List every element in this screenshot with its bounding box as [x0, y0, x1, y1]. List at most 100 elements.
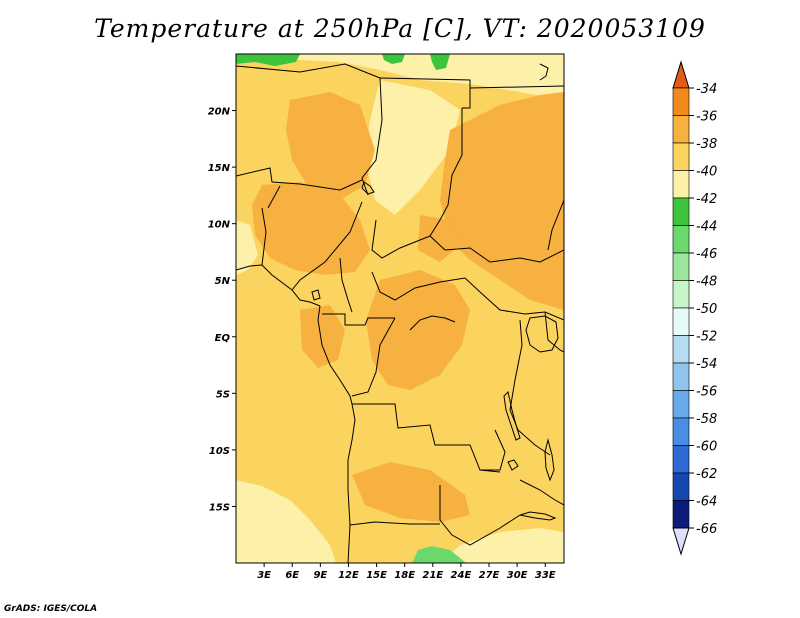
field-fill-neg38-neg36-chad	[286, 92, 375, 200]
lon-tick-label: 21E	[422, 570, 443, 581]
colorbar-swatch	[672, 252, 690, 281]
field-fill-neg42-neg40-westcoast	[236, 220, 258, 275]
lon-tick-label: 18E	[394, 570, 415, 581]
colorbar-label: -46	[696, 247, 717, 262]
colorbar-label: -34	[696, 82, 717, 97]
border-east-lakes	[509, 319, 551, 456]
field-fill-neg44-neg42-ne	[430, 54, 450, 70]
colorbar-swatch	[672, 307, 690, 336]
longitude-axis: 3E 6E 9E 12E 15E 18E 21E 24E 27E 30E 33E	[257, 563, 556, 581]
colorbar-label: -62	[696, 467, 717, 482]
colorbar-swatch	[672, 362, 690, 391]
border-nigeria-niger	[267, 185, 281, 209]
colorbar-swatch	[672, 197, 690, 226]
lat-tick-label: 5N	[215, 276, 231, 287]
coastline-gabon-angola	[317, 305, 356, 563]
border-niger-chad	[361, 77, 383, 196]
colorbar-label: -66	[696, 522, 717, 537]
lat-tick-label: 10N	[208, 220, 231, 231]
colorbar-label: -54	[696, 357, 717, 372]
colorbar-label: -58	[696, 412, 717, 427]
colorbar-label: -40	[696, 165, 717, 180]
grads-credit: GrADS: IGES/COLA	[4, 604, 98, 614]
coastline-congo-river	[409, 315, 456, 331]
field-fill-neg44-neg42-n	[382, 54, 405, 64]
lat-tick-label: 20N	[208, 107, 231, 118]
coastline-west-africa	[236, 264, 321, 307]
colorbar-swatch	[672, 472, 690, 501]
lat-tick-label: 15N	[208, 163, 231, 174]
lon-tick-label: 33E	[535, 570, 556, 581]
lon-tick-label: 12E	[338, 570, 359, 581]
field-fill-neg44-neg42-nw	[236, 54, 300, 66]
colorbar-label: -60	[696, 440, 717, 455]
lon-tick-label: 15E	[366, 570, 387, 581]
colorbar-label: -36	[696, 110, 717, 125]
colorbar-swatch	[672, 280, 690, 309]
lon-tick-label: 27E	[479, 570, 500, 581]
border-ssudan-uganda	[479, 291, 564, 321]
lat-tick-label: EQ	[215, 333, 231, 344]
field-fill-neg38-neg36-carblob	[418, 215, 460, 262]
border-congo-drc	[351, 317, 396, 397]
coastline-lake-chad	[361, 181, 375, 195]
lon-tick-label: 24E	[451, 570, 472, 581]
colorbar-swatch	[672, 225, 690, 254]
border-mali-niger	[236, 167, 363, 191]
border-chad-sudan	[429, 108, 463, 237]
colorbar-label: -42	[696, 192, 717, 207]
coastline-red-sea	[539, 63, 549, 81]
lon-tick-label: 6E	[285, 570, 299, 581]
border-angola-namibia	[349, 521, 440, 526]
border-egypt-sudan	[469, 85, 564, 89]
colorbar-swatch	[672, 445, 690, 474]
colorbar-label: -52	[696, 330, 717, 345]
lat-tick-label: 15S	[209, 502, 230, 513]
border-algeria-niger	[236, 63, 381, 79]
colorbar-top-arrow	[672, 60, 690, 89]
colorbar-swatch	[672, 170, 690, 199]
coastline-lake-malawi	[544, 438, 555, 482]
colorbar: -34 -36 -38 -40 -42 -44 -46 -48 -50 -52 -54 -56 -58 -…	[672, 60, 717, 556]
colorbar-label: -64	[696, 495, 717, 510]
field-fill-neg42-neg40-north	[236, 54, 564, 100]
colorbar-label: -38	[696, 137, 717, 152]
red-sea	[539, 63, 549, 81]
border-chad-car	[371, 219, 446, 259]
field-fill-neg42-neg40-southwest	[236, 480, 336, 563]
colorbar-label: -48	[696, 275, 717, 290]
field-fill-neg38-neg36-congo	[366, 270, 470, 390]
colorbar-bottom-arrow	[672, 527, 690, 556]
coastline-bioko	[311, 289, 321, 301]
coastline-lake-victoria	[525, 315, 559, 353]
colorbar-swatch	[672, 87, 690, 116]
map-title: Temperature at 250hPa [C], VT: 202005310…	[94, 14, 706, 43]
border-tanzania-south	[519, 479, 564, 506]
field-fill-neg38-neg36-sudan	[440, 92, 564, 310]
colorbar-label: -50	[696, 302, 717, 317]
coastlines	[236, 181, 559, 563]
border-drc-zambia	[480, 429, 506, 471]
colorbar-label: -56	[696, 385, 717, 400]
colorbar-swatch	[672, 390, 690, 419]
border-angola-zambia	[439, 485, 521, 546]
colorbar-swatch	[672, 115, 690, 144]
border-car-drc	[371, 271, 481, 301]
map-frame	[235, 53, 565, 564]
lon-tick-label: 3E	[257, 570, 271, 581]
colorbar-label: -44	[696, 220, 717, 235]
border-ethiopia	[547, 199, 564, 251]
lon-tick-label: 30E	[507, 570, 528, 581]
temperature-field	[236, 54, 564, 563]
colorbar-swatch	[672, 417, 690, 446]
latitude-axis: 20N 15N 10N 5N EQ 5S 10S 15S	[208, 107, 236, 513]
coastline-lake-kariba	[519, 511, 557, 521]
lon-tick-label: 9E	[313, 570, 327, 581]
coastline-lake-tanganyika	[503, 391, 521, 441]
border-sudan-ssudan	[444, 247, 564, 263]
field-fill-neg46-neg44-s	[412, 546, 466, 563]
lat-tick-label: 10S	[209, 446, 230, 457]
border-cameroon-car	[339, 257, 353, 313]
field-fill-neg42-neg40-sahara	[365, 80, 460, 215]
